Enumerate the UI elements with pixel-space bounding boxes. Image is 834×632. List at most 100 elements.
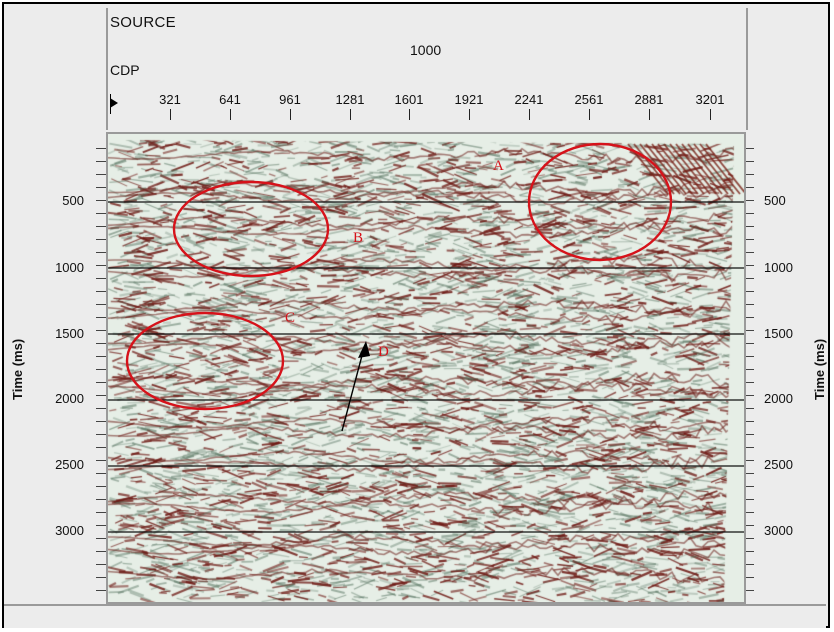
cdp-tick-label: 1921	[454, 92, 484, 107]
time-minor-tick	[746, 148, 754, 149]
time-minor-tick	[746, 564, 754, 565]
cdp-tick-label: 1601	[394, 92, 424, 107]
time-minor-tick	[746, 291, 754, 292]
time-minor-tick	[96, 460, 106, 461]
cdp-tick-label: 961	[279, 92, 301, 107]
time-minor-tick	[96, 590, 106, 591]
cdp-tick	[589, 109, 590, 120]
time-minor-tick	[746, 447, 754, 448]
time-minor-tick	[96, 291, 106, 292]
cdp-tick	[170, 109, 171, 120]
time-minor-tick	[96, 174, 106, 175]
left-time-tick-label: 1500	[55, 326, 84, 341]
time-minor-tick	[96, 317, 106, 318]
right-time-tick-label: 3000	[764, 523, 793, 538]
time-minor-tick	[746, 317, 754, 318]
time-minor-tick	[96, 265, 106, 266]
cdp-tick	[230, 109, 231, 120]
time-minor-tick	[746, 525, 754, 526]
time-minor-tick	[96, 356, 106, 357]
right-axis-panel	[746, 130, 828, 604]
cdp-tick-label: 321	[159, 92, 181, 107]
time-minor-tick	[96, 161, 106, 162]
time-minor-tick	[96, 538, 106, 539]
time-minor-tick	[96, 486, 106, 487]
arrow-shaft	[341, 347, 365, 432]
time-minor-tick	[746, 408, 754, 409]
time-minor-tick	[746, 304, 754, 305]
highlight-ellipse-b	[172, 180, 330, 278]
time-minor-tick	[96, 499, 106, 500]
right-time-tick-label: 1500	[764, 326, 793, 341]
time-minor-tick	[96, 525, 106, 526]
time-minor-tick	[746, 239, 754, 240]
time-minor-tick	[746, 252, 754, 253]
time-minor-tick	[746, 369, 754, 370]
time-minor-tick	[746, 226, 754, 227]
cdp-tick	[649, 109, 650, 120]
time-minor-tick	[96, 421, 106, 422]
cdp-tick-label: 1281	[335, 92, 365, 107]
time-minor-tick	[746, 590, 754, 591]
left-time-tick-label: 1000	[55, 260, 84, 275]
arrow-head-icon	[358, 341, 370, 358]
time-minor-tick	[96, 304, 106, 305]
cdp-tick-label: 641	[219, 92, 241, 107]
cdp-label: CDP	[110, 62, 140, 78]
cdp-tick	[290, 109, 291, 120]
source-label: SOURCE	[110, 14, 176, 31]
time-minor-tick	[96, 447, 106, 448]
time-minor-tick	[96, 239, 106, 240]
right-time-tick-label: 2000	[764, 391, 793, 406]
time-minor-tick	[746, 174, 754, 175]
time-minor-tick	[746, 551, 754, 552]
right-time-tick-label: 500	[764, 193, 786, 208]
cdp-tick-label: 2561	[574, 92, 604, 107]
time-minor-tick	[96, 187, 106, 188]
time-minor-tick	[746, 278, 754, 279]
seismic-traces-canvas[interactable]	[108, 134, 744, 602]
status-bar	[4, 604, 826, 628]
highlight-ellipse-c	[125, 311, 285, 411]
time-minor-tick	[96, 148, 106, 149]
time-minor-tick	[746, 343, 754, 344]
time-minor-tick	[96, 564, 106, 565]
time-minor-tick	[96, 343, 106, 344]
time-minor-tick	[746, 473, 754, 474]
seismic-section-plot[interactable]: A B C D	[106, 132, 746, 604]
time-minor-tick	[746, 434, 754, 435]
time-minor-tick	[96, 369, 106, 370]
source-value: 1000	[410, 42, 442, 58]
time-minor-tick	[96, 330, 106, 331]
cdp-tick	[350, 109, 351, 120]
left-axis-panel	[4, 130, 104, 604]
time-minor-tick	[96, 434, 106, 435]
cdp-tick	[469, 109, 470, 120]
cdp-tick-label: 2241	[514, 92, 544, 107]
time-minor-tick	[96, 200, 106, 201]
time-minor-tick	[96, 551, 106, 552]
annotation-a: A	[493, 158, 504, 174]
header-panel	[106, 8, 748, 130]
time-minor-tick	[746, 356, 754, 357]
left-time-tick-label: 2500	[55, 457, 84, 472]
right-time-tick-label: 1000	[764, 260, 793, 275]
time-minor-tick	[746, 200, 754, 201]
annotation-overlay	[108, 142, 744, 533]
left-time-tick-label: 500	[62, 193, 84, 208]
cdp-tick-label: 3201	[695, 92, 725, 107]
time-minor-tick	[746, 395, 754, 396]
time-minor-tick	[746, 538, 754, 539]
time-minor-tick	[96, 395, 106, 396]
time-minor-tick	[746, 512, 754, 513]
time-minor-tick	[96, 213, 106, 214]
cdp-pointer-icon[interactable]	[110, 98, 118, 108]
highlight-ellipse-a	[527, 142, 673, 262]
time-minor-tick	[746, 460, 754, 461]
cdp-tick-label: 2881	[634, 92, 664, 107]
time-minor-tick	[96, 512, 106, 513]
time-minor-tick	[96, 252, 106, 253]
time-minor-tick	[96, 278, 106, 279]
right-time-tick-label: 2500	[764, 457, 793, 472]
time-minor-tick	[746, 421, 754, 422]
